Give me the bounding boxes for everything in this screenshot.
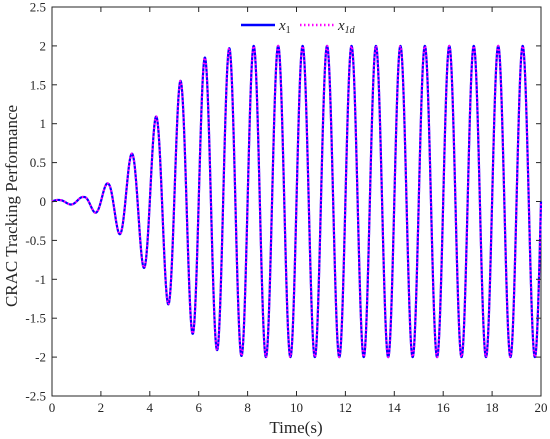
x-tick-label: 2 bbox=[98, 400, 105, 415]
series-layer bbox=[51, 44, 543, 359]
x-tick-label: 16 bbox=[437, 400, 451, 415]
legend-label-x1d-main: x bbox=[337, 18, 345, 34]
x-tick-label: 10 bbox=[290, 400, 303, 415]
x-tick-label: 20 bbox=[535, 400, 548, 415]
y-tick-label: 1.5 bbox=[30, 77, 46, 92]
x-axis-label: Time(s) bbox=[269, 418, 322, 437]
legend-label-x1-sub: 1 bbox=[286, 25, 291, 36]
y-tick-label: 2 bbox=[40, 38, 47, 53]
y-tick-label: -1.5 bbox=[25, 311, 46, 326]
y-tick-label: -1 bbox=[35, 272, 46, 287]
x-tick-label: 6 bbox=[195, 400, 202, 415]
y-tick-label: -2 bbox=[35, 350, 46, 365]
y-tick-label: 2.5 bbox=[30, 0, 46, 15]
legend-label-x1d-sub: 1d bbox=[345, 25, 356, 36]
legend: x1 x1d bbox=[236, 12, 364, 38]
x-tick-label: 8 bbox=[244, 400, 251, 415]
x-tick-label: 14 bbox=[388, 400, 402, 415]
ticks-layer: 0 2 4 6 8 10 12 14 16 18 20-2.5-2-1.5-1-0.500.511.… bbox=[25, 0, 547, 415]
y-tick-label: -0.5 bbox=[25, 233, 46, 248]
legend-label-x1d: x1d bbox=[337, 18, 356, 36]
y-tick-label: 0.5 bbox=[30, 155, 46, 170]
y-tick-label: 0 bbox=[40, 194, 47, 209]
y-axis-label: CRAC Tracking Performance bbox=[2, 105, 21, 307]
x-tick-label: 4 bbox=[147, 400, 154, 415]
legend-label-x1-main: x bbox=[278, 18, 286, 34]
x-tick-label: 18 bbox=[486, 400, 499, 415]
x-tick-label: 12 bbox=[339, 400, 352, 415]
legend-label-x1: x1 bbox=[278, 18, 291, 36]
series-line-x1d bbox=[51, 44, 543, 359]
y-tick-label: 1 bbox=[40, 116, 47, 131]
y-tick-label: -2.5 bbox=[25, 389, 46, 404]
x-tick-label: 0 bbox=[49, 400, 56, 415]
